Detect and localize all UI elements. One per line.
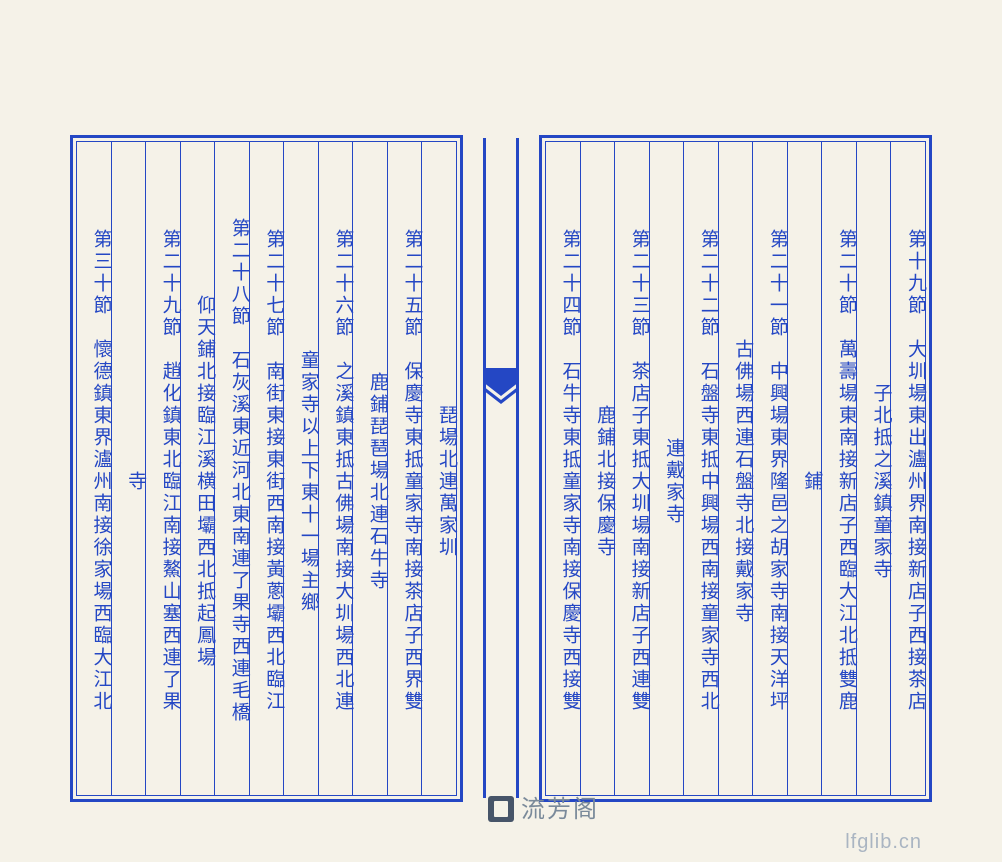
text-column: 第二十一節 中興場東界隆邑之胡家寺南接天洋坪 [752,142,787,795]
text-column: 琵場北連萬家圳 [421,142,456,795]
watermark-url: lfglib.cn [845,831,922,854]
watermark-logo-icon [488,796,514,822]
left-frame: 琵場北連萬家圳 第二十五節 保慶寺東抵童家寺南接茶店子西界雙 鹿鋪琵琶場北連石牛… [70,135,463,802]
text-column: 第十九節 大圳場東出瀘州界南接新店子西接茶店 [890,142,925,795]
text-column: 第二十四節 石牛寺東抵童家寺南接保慶寺西接雙 [546,142,580,795]
text-column: 第二十三節 茶店子東抵大圳場南接新店子西連雙 [614,142,649,795]
text-column: 第三十節 懷德鎮東界瀘州南接徐家場西臨大江北 [77,142,111,795]
text-column: 鹿鋪琵琶場北連石牛寺 [352,142,387,795]
text-column: 寺 [111,142,146,795]
right-frame: 第十九節 大圳場東出瀘州界南接新店子西接茶店 子北抵之溪鎮童家寺 第二十節 萬壽… [539,135,932,802]
text-column: 第二十節 萬壽場東南接新店子西臨大江北抵雙鹿 [821,142,856,795]
text-column: 仰天鋪北接臨江溪横田壩西北抵起鳳場 [180,142,215,795]
watermark-brand: 流芳阁 [521,789,599,824]
text-column: 連戴家寺 [649,142,684,795]
right-page: 第十九節 大圳場東出瀘州界南接新店子西接茶店 子北抵之溪鎮童家寺 第二十節 萬壽… [501,0,1002,862]
watermark-logo-inner [494,801,508,817]
text-column: 第二十九節 趙化鎮東北臨江南接鰲山塞西連了果 [145,142,180,795]
text-column: 鹿鋪北接保慶寺 [580,142,615,795]
left-inner-frame: 琵場北連萬家圳 第二十五節 保慶寺東抵童家寺南接茶店子西界雙 鹿鋪琵琶場北連石牛… [76,141,457,796]
left-page: 琵場北連萬家圳 第二十五節 保慶寺東抵童家寺南接茶店子西界雙 鹿鋪琵琶場北連石牛… [0,0,501,862]
text-column: 第二十六節 之溪鎮東抵古佛場南接大圳場西北連 [318,142,353,795]
text-column: 第二十八節 石灰溪東近河北東南連了果寺西連毛橋 [214,142,249,795]
text-column: 第二十七節 南街東接東街西南接黃蔥壩西北臨江 [249,142,284,795]
page-spread: 琵場北連萬家圳 第二十五節 保慶寺東抵童家寺南接茶店子西界雙 鹿鋪琵琶場北連石牛… [0,0,1002,862]
text-column: 古佛場西連石盤寺北接戴家寺 [718,142,753,795]
text-column: 鋪 [787,142,822,795]
text-column: 第二十二節 石盤寺東抵中興場西南接童家寺西北 [683,142,718,795]
right-inner-frame: 第十九節 大圳場東出瀘州界南接新店子西接茶店 子北抵之溪鎮童家寺 第二十節 萬壽… [545,141,926,796]
text-column: 子北抵之溪鎮童家寺 [856,142,891,795]
text-column: 第二十五節 保慶寺東抵童家寺南接茶店子西界雙 [387,142,422,795]
text-column: 童家寺以上下東十一場主鄉 [283,142,318,795]
